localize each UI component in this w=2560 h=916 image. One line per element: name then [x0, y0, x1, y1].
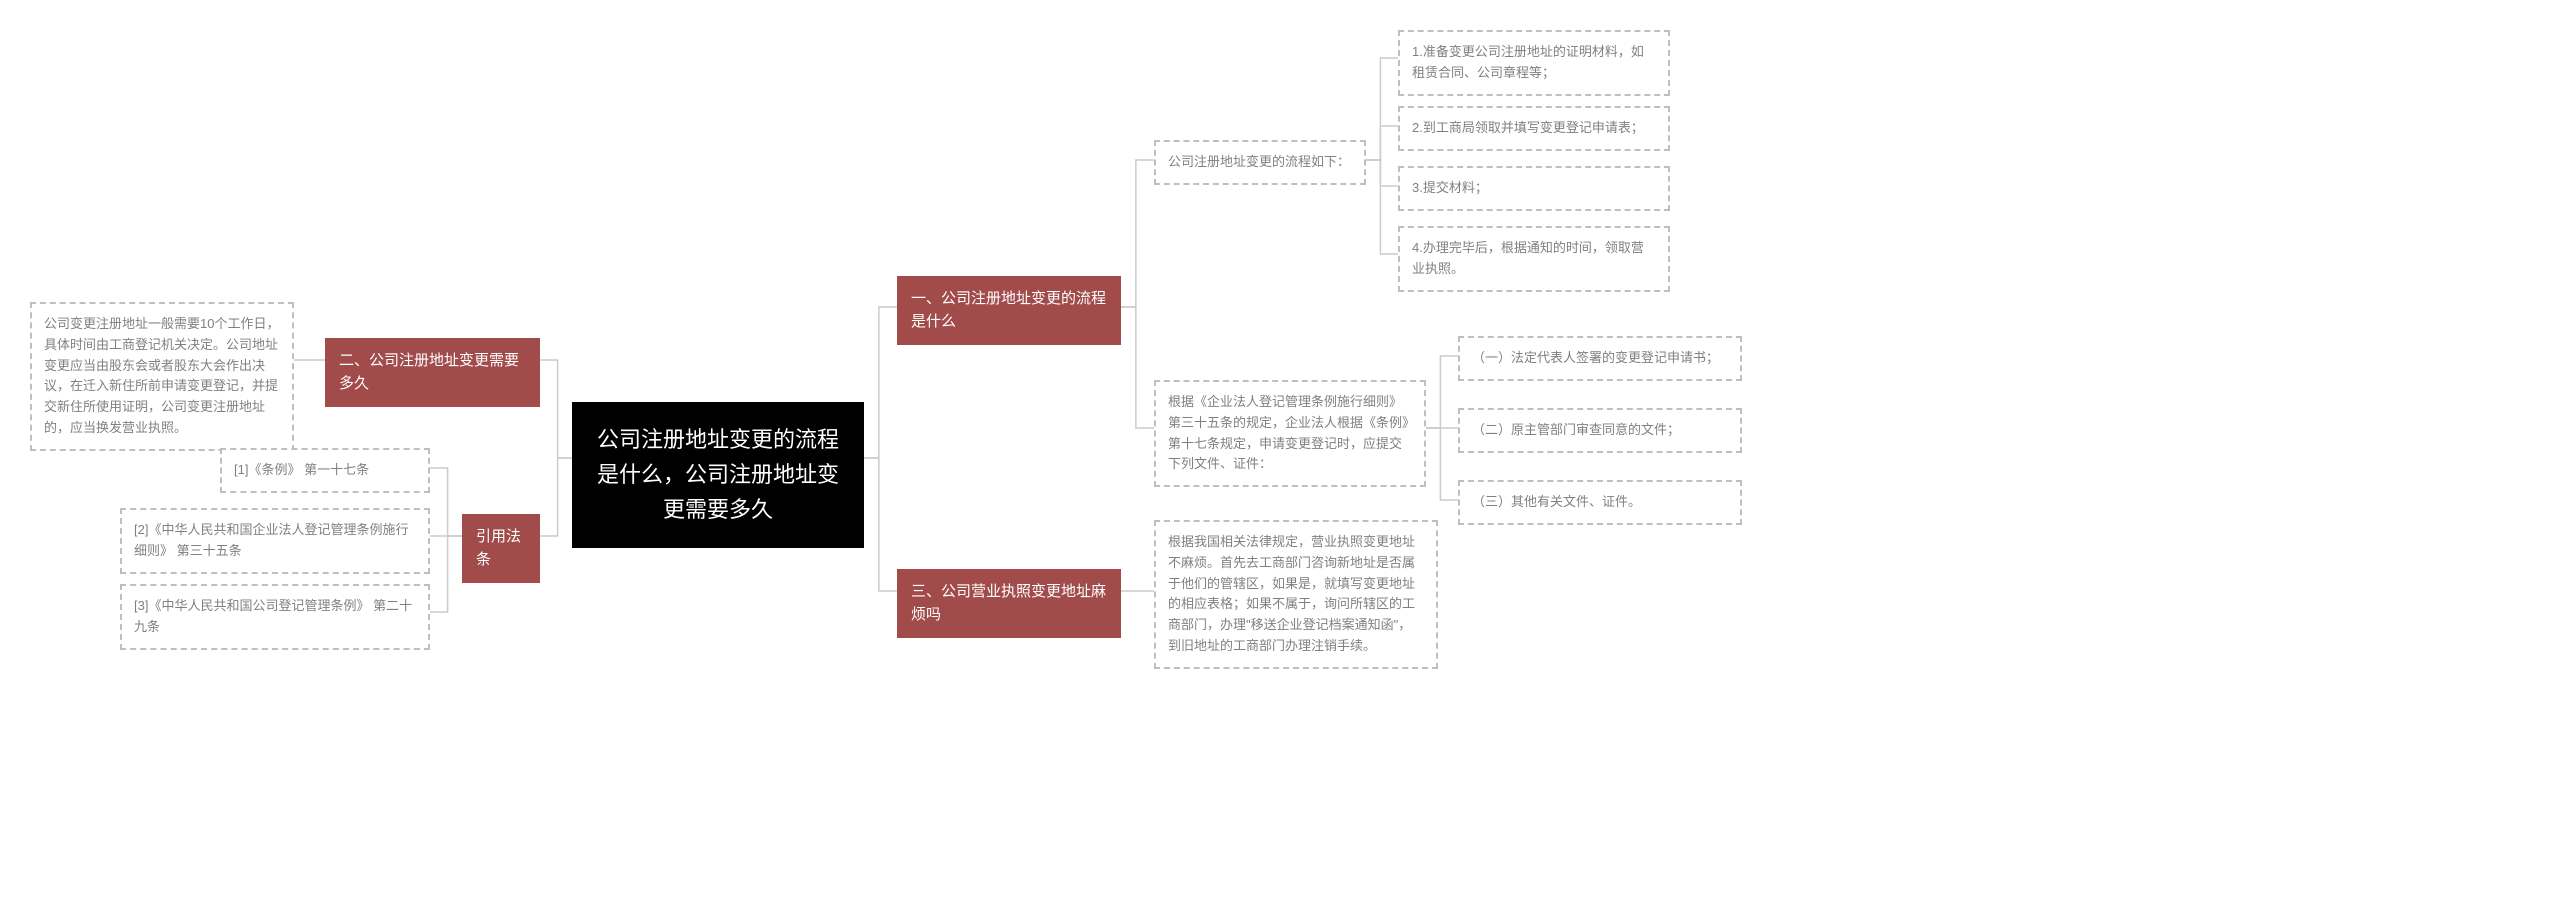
leaf-brc3: [3]《中华人民共和国公司登记管理条例》 第二十九条: [120, 584, 430, 650]
leaf-b1c2g1: （一）法定代表人签署的变更登记申请书；: [1458, 336, 1742, 381]
leaf-b1c1g3: 3.提交材料；: [1398, 166, 1670, 211]
leaf-b1c1g2: 2.到工商局领取并填写变更登记申请表；: [1398, 106, 1670, 151]
branch-bref: 引用法条: [462, 514, 540, 583]
branch-b3: 三、公司营业执照变更地址麻烦吗: [897, 569, 1121, 638]
leaf-b1c2: 根据《企业法人登记管理条例施行细则》第三十五条的规定，企业法人根据《条例》第十七…: [1154, 380, 1426, 487]
branch-b1: 一、公司注册地址变更的流程是什么: [897, 276, 1121, 345]
leaf-b3c1: 根据我国相关法律规定，营业执照变更地址不麻烦。首先去工商部门咨询新地址是否属于他…: [1154, 520, 1438, 669]
leaf-b1c1g4: 4.办理完毕后，根据通知的时间，领取营业执照。: [1398, 226, 1670, 292]
leaf-b2c1: 公司变更注册地址一般需要10个工作日，具体时间由工商登记机关决定。公司地址变更应…: [30, 302, 294, 451]
leaf-b1c1: 公司注册地址变更的流程如下：: [1154, 140, 1366, 185]
leaf-brc1: [1]《条例》 第一十七条: [220, 448, 430, 493]
leaf-brc2: [2]《中华人民共和国企业法人登记管理条例施行细则》 第三十五条: [120, 508, 430, 574]
branch-b2: 二、公司注册地址变更需要多久: [325, 338, 540, 407]
leaf-b1c1g1: 1.准备变更公司注册地址的证明材料，如租赁合同、公司章程等；: [1398, 30, 1670, 96]
leaf-b1c2g3: （三）其他有关文件、证件。: [1458, 480, 1742, 525]
root-node: 公司注册地址变更的流程是什么，公司注册地址变更需要多久: [572, 402, 864, 548]
leaf-b1c2g2: （二）原主管部门审查同意的文件；: [1458, 408, 1742, 453]
